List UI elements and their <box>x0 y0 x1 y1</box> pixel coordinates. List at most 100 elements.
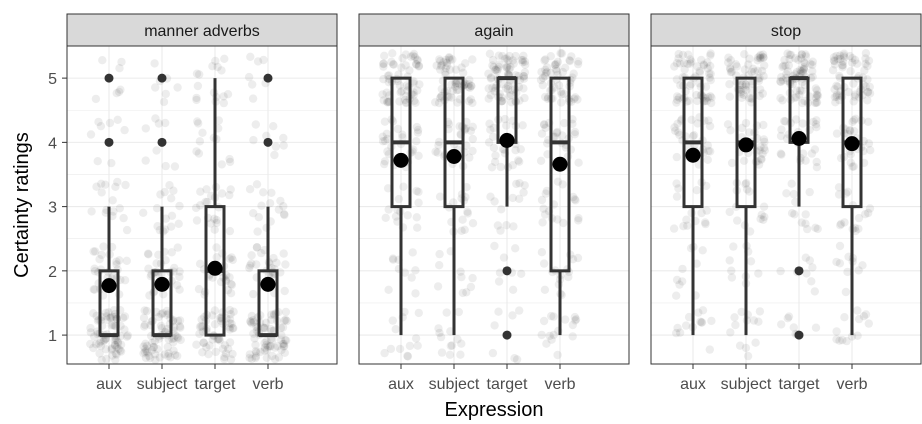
jitter-point <box>812 116 821 125</box>
jitter-point <box>271 142 281 151</box>
jitter-point <box>546 68 555 78</box>
jitter-point <box>398 133 407 142</box>
jitter-point <box>539 204 548 213</box>
jitter-point <box>223 285 233 295</box>
jitter-point <box>778 62 787 72</box>
jitter-point <box>699 60 708 69</box>
jitter-point <box>863 96 872 105</box>
jitter-point <box>198 348 207 357</box>
jitter-point <box>175 272 184 282</box>
jitter-point <box>779 61 788 70</box>
jitter-point <box>380 348 389 358</box>
jitter-point <box>553 177 563 186</box>
jitter-point <box>225 305 234 315</box>
jitter-point <box>796 54 806 63</box>
jitter-point <box>437 92 446 101</box>
jitter-point <box>735 341 745 350</box>
jitter-point <box>724 58 733 67</box>
jitter-point <box>445 53 454 63</box>
jitter-point <box>515 157 524 166</box>
jitter-point <box>194 149 204 158</box>
jitter-point <box>217 189 227 198</box>
jitter-point <box>838 63 847 72</box>
jitter-point <box>541 123 550 132</box>
jitter-point <box>812 86 822 95</box>
jitter-point <box>247 251 256 260</box>
jitter-point <box>724 53 733 62</box>
jitter-point <box>120 312 130 321</box>
jitter-point <box>746 94 756 103</box>
jitter-point <box>163 342 172 352</box>
jitter-point <box>175 267 184 276</box>
jitter-point <box>854 266 863 275</box>
jitter-point <box>214 334 224 344</box>
jitter-point <box>220 341 230 350</box>
jitter-point <box>799 68 808 78</box>
jitter-point <box>114 87 124 97</box>
jitter-point <box>537 195 547 205</box>
jitter-point <box>485 119 494 128</box>
jitter-point <box>151 355 160 365</box>
jitter-point <box>383 147 392 156</box>
jitter-point <box>571 93 580 102</box>
jitter-point <box>516 145 525 154</box>
jitter-point <box>153 344 162 354</box>
jitter-point <box>101 180 110 189</box>
jitter-point <box>161 118 170 128</box>
jitter-point <box>492 66 502 76</box>
jitter-point <box>727 158 737 168</box>
jitter-point <box>506 62 515 72</box>
jitter-point <box>759 72 768 81</box>
jitter-point <box>514 156 523 165</box>
jitter-point <box>785 50 794 59</box>
jitter-point <box>463 209 472 218</box>
jitter-point <box>741 118 751 128</box>
jitter-point <box>400 268 410 277</box>
jitter-point <box>453 98 462 107</box>
jitter-point <box>832 81 841 91</box>
jitter-point <box>570 94 579 104</box>
jitter-point <box>411 289 420 298</box>
jitter-point <box>755 52 764 61</box>
jitter-point <box>758 50 768 59</box>
jitter-point <box>229 324 238 333</box>
jitter-point <box>394 194 404 204</box>
jitter-point <box>400 95 410 105</box>
jitter-point <box>745 54 754 63</box>
jitter-point <box>249 316 258 325</box>
jitter-point <box>706 69 715 79</box>
jitter-point <box>212 243 221 252</box>
jitter-point <box>851 114 860 124</box>
x-tick-label: target <box>779 376 820 393</box>
jitter-point <box>854 224 863 233</box>
jitter-point <box>484 84 493 93</box>
jitter-point <box>801 156 810 165</box>
jitter-point <box>468 219 478 228</box>
jitter-point <box>379 59 388 69</box>
jitter-point <box>257 248 266 258</box>
jitter-point <box>854 213 864 223</box>
jitter-point <box>267 315 276 324</box>
jitter-point <box>833 82 842 91</box>
jitter-point <box>541 69 551 78</box>
jitter-point <box>169 186 178 195</box>
jitter-point <box>447 80 456 89</box>
jitter-point <box>484 138 494 147</box>
jitter-point <box>757 155 766 164</box>
jitter-point <box>262 345 272 355</box>
jitter-point <box>252 260 261 269</box>
jitter-point <box>781 61 790 70</box>
jitter-point <box>140 347 150 357</box>
jitter-point <box>537 129 547 138</box>
jitter-point <box>685 81 695 91</box>
jitter-point <box>835 91 844 100</box>
jitter-point <box>267 310 276 319</box>
jitter-point <box>391 325 400 334</box>
jitter-point <box>832 90 841 100</box>
y-axis: 1 2 3 4 5 <box>48 71 67 345</box>
jitter-point <box>693 119 702 128</box>
jitter-point <box>120 125 129 135</box>
jitter-point <box>832 51 841 61</box>
jitter-point <box>505 91 514 101</box>
jitter-point <box>464 82 473 92</box>
